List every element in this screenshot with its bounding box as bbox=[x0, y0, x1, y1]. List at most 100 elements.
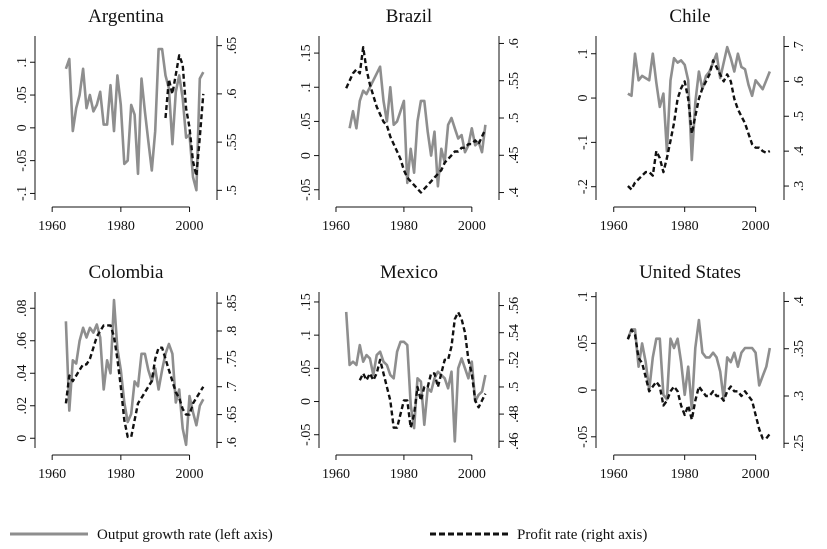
x-tick-label: 2000 bbox=[176, 467, 204, 482]
x-tick-label: 1960 bbox=[38, 467, 66, 482]
legend-profit-label: Profit rate (right axis) bbox=[517, 527, 647, 543]
x-tick-label: 2000 bbox=[458, 219, 486, 234]
x-tick-label: 2000 bbox=[742, 467, 770, 482]
right-tick-label: .45 bbox=[507, 147, 522, 165]
panel-title-brazil: Brazil bbox=[386, 6, 432, 27]
profit-rate-line-brazil bbox=[345, 46, 487, 194]
right-tick-label: .8 bbox=[225, 326, 240, 337]
right-tick-label: .4 bbox=[507, 187, 522, 198]
left-tick-label: -.2 bbox=[576, 179, 591, 194]
left-tick-label: .1 bbox=[15, 57, 30, 68]
panel-title-colombia: Colombia bbox=[89, 262, 165, 283]
right-tick-label: .35 bbox=[792, 340, 807, 358]
left-tick-label: -.1 bbox=[15, 186, 30, 201]
left-tick-label: .08 bbox=[15, 300, 30, 318]
right-tick-label: .7 bbox=[792, 41, 807, 52]
x-tick-label: 2000 bbox=[742, 219, 770, 234]
right-tick-label: .6 bbox=[792, 76, 807, 87]
left-tick-label: .02 bbox=[15, 397, 30, 415]
right-tick-label: .4 bbox=[792, 146, 807, 157]
right-tick-label: .3 bbox=[792, 391, 807, 402]
left-tick-label: 0 bbox=[576, 95, 591, 102]
right-tick-label: .6 bbox=[225, 89, 240, 100]
x-tick-label: 1960 bbox=[322, 219, 350, 234]
left-tick-label: -.05 bbox=[15, 150, 30, 172]
output-growth-line-brazil bbox=[348, 65, 487, 188]
right-tick-label: .55 bbox=[225, 133, 240, 151]
x-tick-label: 1980 bbox=[107, 467, 135, 482]
x-tick-label: 1980 bbox=[671, 219, 699, 234]
output-growth-line-united-states bbox=[626, 318, 772, 411]
left-tick-label: .06 bbox=[15, 332, 30, 350]
left-tick-label: .05 bbox=[299, 113, 314, 130]
right-tick-label: .6 bbox=[507, 38, 522, 49]
panel-title-mexico: Mexico bbox=[380, 262, 438, 283]
left-tick-label: -.05 bbox=[576, 426, 591, 448]
legend-growth-label: Output growth rate (left axis) bbox=[97, 527, 273, 543]
legend: Output growth rate (left axis) Profit ra… bbox=[10, 527, 647, 543]
left-tick-label: .1 bbox=[576, 291, 591, 302]
output-growth-line-chile bbox=[627, 45, 772, 162]
profit-rate-line-chile bbox=[627, 59, 771, 191]
left-tick-label: .05 bbox=[15, 86, 30, 104]
x-tick-label: 1980 bbox=[390, 219, 418, 234]
right-tick-label: .6 bbox=[225, 437, 240, 448]
right-tick-label: .5 bbox=[507, 113, 522, 124]
panel-chile: Chile -.2 -.1 0 .1 .3 .4 .5 .6 .7 1960 1980 2000 bbox=[576, 6, 807, 234]
right-tick-label: .75 bbox=[225, 350, 240, 368]
left-tick-label: -.1 bbox=[576, 135, 591, 150]
panel-colombia: Colombia 0 .02 .04 .06 .08 .6 .65 .7 .75 .8 .85 1960… bbox=[15, 262, 240, 482]
left-tick-label: 0 bbox=[299, 398, 314, 405]
right-tick-label: .54 bbox=[507, 324, 522, 342]
left-tick-label: .05 bbox=[576, 335, 591, 353]
left-tick-label: 0 bbox=[299, 152, 314, 159]
right-tick-label: .5 bbox=[792, 111, 807, 122]
x-tick-label: 1960 bbox=[322, 467, 350, 482]
output-growth-line-argentina bbox=[64, 47, 205, 192]
x-tick-label: 1980 bbox=[390, 467, 418, 482]
right-tick-label: .85 bbox=[225, 294, 240, 312]
x-tick-label: 1960 bbox=[38, 219, 66, 234]
left-tick-label: .1 bbox=[576, 48, 591, 59]
x-tick-label: 2000 bbox=[176, 219, 204, 234]
right-tick-label: .3 bbox=[792, 181, 807, 192]
left-tick-label: .15 bbox=[299, 293, 314, 311]
profit-rate-line-colombia bbox=[64, 324, 205, 439]
x-tick-label: 1960 bbox=[600, 219, 628, 234]
left-tick-label: 0 bbox=[15, 124, 30, 131]
right-tick-label: .48 bbox=[507, 405, 522, 423]
profit-rate-line-mexico bbox=[358, 311, 487, 429]
right-tick-label: .25 bbox=[792, 435, 807, 453]
panel-brazil: Brazil -.05 0 .05 .1 .15 .4 .45 .5 .55 .6 1960 1980 2… bbox=[299, 6, 522, 234]
x-tick-label: 1960 bbox=[600, 467, 628, 482]
right-tick-label: .5 bbox=[225, 185, 240, 196]
panel-title-chile: Chile bbox=[669, 6, 710, 27]
profit-rate-line-united-states bbox=[626, 328, 771, 440]
right-tick-label: .65 bbox=[225, 37, 240, 55]
right-tick-label: .52 bbox=[507, 351, 522, 369]
left-tick-label: .04 bbox=[15, 365, 30, 383]
x-tick-label: 1980 bbox=[671, 467, 699, 482]
output-growth-line-colombia bbox=[64, 298, 205, 447]
panel-title-united-states: United States bbox=[639, 262, 741, 283]
left-tick-label: 0 bbox=[576, 387, 591, 394]
left-tick-label: .1 bbox=[299, 330, 314, 341]
left-tick-label: 0 bbox=[15, 435, 30, 442]
right-tick-label: .46 bbox=[507, 432, 522, 450]
panel-united-states: United States -.05 0 .05 .1 .25 .3 .35 .4 1960 198… bbox=[576, 262, 807, 482]
panels-group: Argentina -.1 -.05 0 .05 .1 .5 .55 .6 .65 1960 1980… bbox=[15, 6, 807, 482]
right-tick-label: .7 bbox=[225, 381, 240, 392]
x-tick-label: 1980 bbox=[107, 219, 135, 234]
left-tick-label: -.05 bbox=[299, 179, 314, 201]
left-tick-label: .15 bbox=[299, 44, 314, 62]
panel-argentina: Argentina -.1 -.05 0 .05 .1 .5 .55 .6 .65 1960 1980… bbox=[15, 6, 240, 234]
panel-mexico: Mexico -.05 0 .05 .1 .15 .46 .48 .5 .52 .54 .56 1960… bbox=[299, 262, 522, 482]
left-tick-label: .1 bbox=[299, 82, 314, 93]
right-tick-label: .65 bbox=[225, 406, 240, 424]
x-tick-label: 2000 bbox=[458, 467, 486, 482]
right-tick-label: .56 bbox=[507, 297, 522, 315]
right-tick-label: .4 bbox=[792, 296, 807, 307]
profit-rate-line-argentina bbox=[164, 54, 205, 178]
panel-title-argentina: Argentina bbox=[88, 6, 164, 27]
